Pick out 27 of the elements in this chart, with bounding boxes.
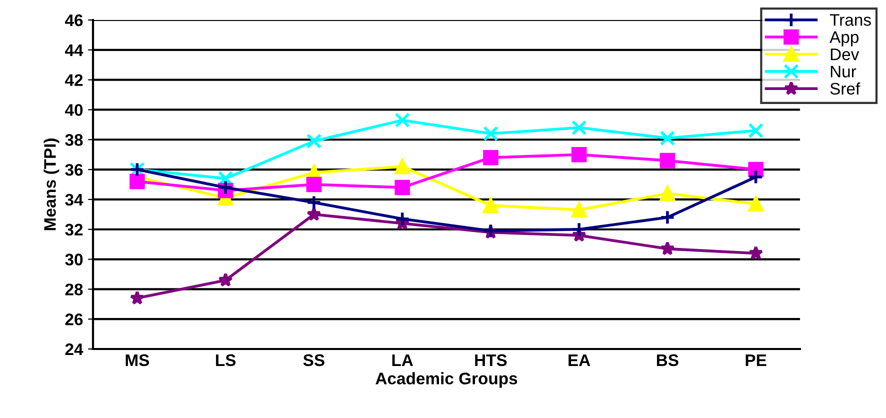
y-tick-label: 28 — [65, 284, 83, 296]
legend-label: Nur — [830, 66, 856, 78]
y-tick-label: 42 — [64, 74, 83, 86]
x-tick-label: BS — [656, 354, 678, 366]
y-tick-label: 34 — [65, 194, 84, 206]
y-axis-title: Means (TPI) — [44, 138, 60, 230]
x-tick-label: HTS — [475, 354, 507, 366]
x-tick-label: EA — [568, 354, 590, 366]
x-tick-label: LS — [216, 354, 236, 366]
y-tick-label: 44 — [64, 44, 84, 56]
x-tick-label: PE — [746, 354, 766, 366]
x-tick-label: MS — [126, 354, 150, 366]
y-tick-label: 26 — [65, 313, 83, 326]
legend-label: App — [830, 31, 858, 46]
y-tick-label: 36 — [65, 164, 83, 176]
legend-label: Dev — [830, 48, 860, 60]
legend-label: Sref — [830, 82, 860, 95]
y-tick-label: 46 — [64, 14, 83, 26]
y-tick-label: 40 — [64, 104, 83, 116]
y-tick-label: 30 — [65, 254, 83, 266]
y-tick-label: 24 — [65, 343, 84, 356]
x-tick-label: LA — [392, 354, 413, 366]
legend-label: Trans — [830, 14, 871, 26]
x-tick-label: SS — [303, 354, 324, 366]
y-tick-label: 38 — [65, 134, 83, 146]
y-tick-label: 32 — [65, 224, 83, 236]
x-axis-title: Academic Groups — [376, 372, 518, 388]
